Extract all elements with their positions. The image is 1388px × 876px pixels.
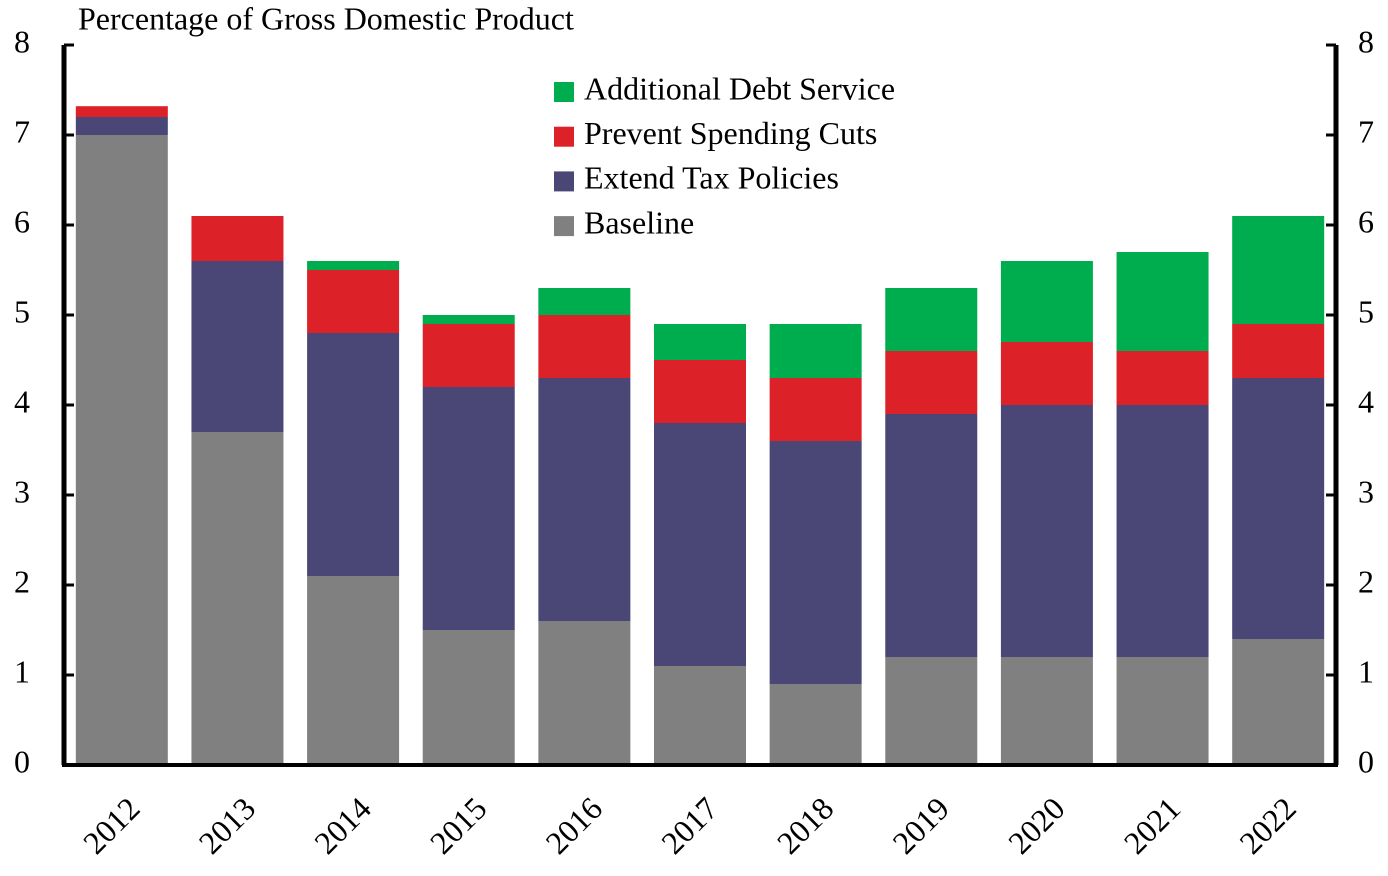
y2-tick-label: 1 xyxy=(1358,653,1374,689)
y2-tick-label: 4 xyxy=(1358,383,1374,419)
bar-segment xyxy=(191,261,284,432)
bar-segment xyxy=(885,351,978,414)
bar-segment xyxy=(1232,216,1325,324)
y-tick-label: 6 xyxy=(14,203,30,239)
x-tick-label: 2012 xyxy=(76,790,147,861)
legend-swatch xyxy=(554,126,574,147)
bar-segment xyxy=(885,414,978,657)
y2-tick-label: 6 xyxy=(1358,203,1374,239)
y-tick-label: 0 xyxy=(14,743,30,779)
bar-segment xyxy=(307,333,400,576)
y2-tick-label: 2 xyxy=(1358,563,1374,599)
bar-segment xyxy=(1000,405,1093,657)
chart-title: Percentage of Gross Domestic Product xyxy=(78,0,574,36)
x-tick-label: 2019 xyxy=(885,790,956,861)
y-tick-label: 1 xyxy=(14,653,30,689)
x-tick-label: 2021 xyxy=(1117,790,1188,861)
bar-segment xyxy=(769,378,862,441)
bar-segment xyxy=(307,576,400,765)
legend-label: Baseline xyxy=(584,204,694,240)
bar-segment xyxy=(538,288,631,315)
x-tick-label: 2013 xyxy=(192,790,263,861)
bar-segment xyxy=(75,135,168,765)
x-tick-label: 2018 xyxy=(770,790,841,861)
legend-swatch xyxy=(554,216,574,237)
y-tick-label: 3 xyxy=(14,473,30,509)
bar-segment xyxy=(654,360,746,423)
bar-segment xyxy=(538,315,631,378)
bar-segment xyxy=(1232,378,1325,639)
bar-segment xyxy=(1232,639,1325,765)
x-tick-label: 2015 xyxy=(423,790,494,861)
bar-segment xyxy=(1116,252,1209,351)
bar-segment xyxy=(1000,342,1093,405)
y-tick-label: 2 xyxy=(14,563,30,599)
bar-segment xyxy=(75,117,168,135)
bar-segment xyxy=(422,387,515,630)
bar-segment xyxy=(1000,657,1093,765)
bar-segment xyxy=(769,684,862,765)
bar-segment xyxy=(769,324,862,378)
bar-segment xyxy=(538,378,631,621)
legend-swatch xyxy=(554,82,574,102)
x-tick-label: 2017 xyxy=(654,790,725,861)
bar-segment xyxy=(191,432,284,765)
bar-segment xyxy=(654,666,746,765)
legend-label: Additional Debt Service xyxy=(584,70,895,106)
y-tick-label: 7 xyxy=(14,113,30,149)
y2-tick-label: 8 xyxy=(1358,23,1374,59)
bar-segment xyxy=(1000,261,1093,342)
bar-segment xyxy=(307,261,400,270)
y2-tick-label: 0 xyxy=(1358,743,1374,779)
x-tick-label: 2014 xyxy=(307,790,378,861)
x-tick-label: 2016 xyxy=(538,790,609,861)
y-tick-label: 8 xyxy=(14,23,30,59)
bar-segment xyxy=(1116,657,1209,765)
bar-segment xyxy=(1116,405,1209,657)
bar-segment xyxy=(191,216,284,261)
legend-label: Prevent Spending Cuts xyxy=(584,115,877,151)
x-tick-label: 2020 xyxy=(1001,790,1072,861)
legend-label: Extend Tax Policies xyxy=(584,160,839,196)
bar-segment xyxy=(654,324,746,360)
bar-segment xyxy=(1232,324,1325,378)
y2-tick-label: 3 xyxy=(1358,473,1374,509)
bar-segment xyxy=(885,288,978,351)
bar-segment xyxy=(885,657,978,765)
legend-swatch xyxy=(554,171,574,192)
bar-segment xyxy=(307,270,400,333)
bar-segment xyxy=(422,324,515,387)
bar-segment xyxy=(422,315,515,324)
y-tick-label: 4 xyxy=(14,383,30,419)
bar-segment xyxy=(1116,351,1209,405)
bar-segment xyxy=(769,441,862,684)
y-tick-label: 5 xyxy=(14,293,30,329)
x-tick-label: 2022 xyxy=(1232,790,1303,861)
bar-segment xyxy=(654,423,746,666)
bar-segment xyxy=(75,106,168,117)
bar-segment xyxy=(538,621,631,765)
y2-tick-label: 7 xyxy=(1358,113,1374,149)
y2-tick-label: 5 xyxy=(1358,293,1374,329)
bar-segment xyxy=(422,630,515,765)
